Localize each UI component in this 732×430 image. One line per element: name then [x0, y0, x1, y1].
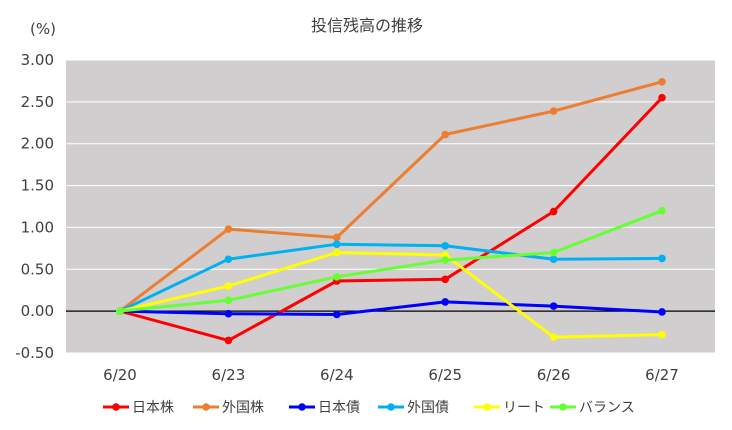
data-point [441, 256, 450, 264]
data-point [333, 240, 341, 248]
legend-label: バランス [579, 400, 635, 416]
legend-item: 日本債 [289, 400, 360, 416]
legend-label: 日本株 [132, 400, 174, 416]
series-リート [116, 248, 666, 341]
legend-label: 日本債 [318, 400, 360, 416]
data-point [441, 242, 450, 250]
data-point [549, 207, 558, 216]
y-tick-label: 3.00 [21, 51, 54, 69]
x-tick-label: 6/27 [645, 366, 679, 384]
data-point [658, 308, 666, 316]
data-point [333, 233, 341, 242]
series-lines [116, 77, 666, 345]
data-point [441, 298, 450, 306]
series-line [119, 80, 663, 313]
legend-label: 外国債 [407, 400, 449, 416]
series-line [119, 251, 663, 339]
legend-marker [298, 403, 306, 411]
series-line [119, 209, 663, 313]
legend-item: バランス [550, 400, 635, 416]
y-tick-label: 0.00 [21, 302, 54, 320]
data-point [658, 206, 666, 215]
y-tick-label: 2.50 [21, 93, 54, 111]
y-tick-label: 0.50 [21, 260, 54, 278]
axes: 3.00 2.50 2.00 1.50 1.00 0.50 0.00 -0.50 6/20 6/2… [15, 51, 715, 384]
data-point [549, 333, 558, 341]
legend-item: 日本株 [103, 400, 174, 416]
series-日本債 [116, 298, 666, 319]
data-point [333, 248, 341, 257]
plot-area [66, 60, 715, 353]
y-tick-label: 1.00 [21, 218, 54, 236]
x-tick-label: 6/24 [320, 366, 354, 384]
data-point [441, 275, 450, 284]
legend: 日本株 外国株 日本債 外国債 リート バランス [103, 400, 635, 416]
data-point [333, 310, 341, 319]
x-tick-label: 6/25 [428, 366, 462, 384]
y-tick-label: 2.00 [21, 135, 54, 153]
series-バランス [116, 206, 666, 315]
data-point [224, 296, 233, 305]
legend-marker [387, 403, 395, 411]
data-point [224, 309, 233, 318]
data-point [658, 330, 666, 339]
legend-item: リート [474, 400, 545, 416]
series-line [119, 300, 663, 316]
data-point [549, 248, 558, 257]
x-tick-label: 6/23 [212, 366, 246, 384]
series-line [119, 242, 663, 313]
y-tick-label: 1.50 [21, 177, 54, 195]
data-point [224, 336, 233, 345]
chart-title: 投信残高の推移 [311, 16, 423, 35]
data-point [658, 93, 666, 102]
legend-label: リート [503, 400, 545, 416]
data-point [224, 225, 233, 233]
data-point [658, 254, 666, 263]
x-tick-label: 6/26 [537, 366, 571, 384]
series-line [119, 96, 664, 342]
y-axis-unit-label: (%) [30, 20, 56, 38]
data-point [224, 282, 233, 290]
legend-item: 外国債 [378, 400, 449, 416]
data-point [549, 255, 558, 264]
legend-marker [559, 403, 567, 411]
y-tick-label: -0.50 [15, 344, 54, 362]
data-point [441, 130, 450, 139]
x-tick-label: 6/20 [103, 366, 137, 384]
data-point [333, 273, 341, 281]
legend-marker [483, 403, 491, 411]
series-外国債 [116, 240, 666, 315]
data-point [549, 107, 558, 115]
legend-label: 外国株 [222, 400, 264, 416]
data-point [224, 255, 233, 264]
data-point [549, 302, 558, 310]
data-point [116, 307, 124, 315]
legend-item: 外国株 [193, 400, 264, 416]
data-point [658, 77, 666, 86]
legend-marker [112, 403, 120, 411]
legend-marker [202, 403, 210, 411]
